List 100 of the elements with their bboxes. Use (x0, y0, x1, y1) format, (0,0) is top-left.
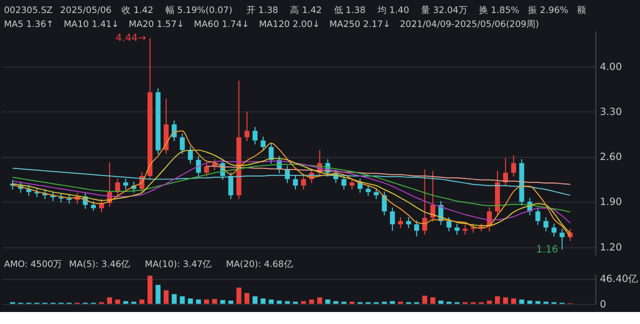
y-tick-label: 1.20 (600, 242, 622, 254)
candlestick (382, 190, 387, 216)
bar (147, 276, 152, 304)
candlestick (454, 223, 460, 236)
candlestick (350, 178, 354, 190)
line-series (12, 168, 571, 196)
bar (276, 300, 282, 304)
bar (164, 290, 169, 304)
candlestick (374, 188, 379, 200)
text: MA(20): 4.68亿 (226, 259, 293, 270)
text: MA60 1.74↓ (194, 20, 250, 30)
text: 换 1.85% (479, 5, 520, 16)
y-tick-label: 46.40亿 (600, 274, 638, 286)
text: MA20 1.57↓ (128, 20, 184, 30)
text: 2025/05/06 (60, 6, 112, 16)
candlestick (34, 188, 40, 198)
bar (527, 300, 532, 304)
bar (325, 300, 330, 304)
bar (204, 300, 210, 304)
candlestick (268, 142, 274, 164)
bar (252, 296, 258, 304)
candlestick (58, 192, 64, 203)
candlestick (414, 220, 420, 238)
annotation: 4.44→ (116, 33, 146, 44)
text: 振 2.96% (528, 5, 568, 16)
bar (107, 297, 112, 304)
y-tick-label: 0 (600, 299, 606, 310)
bar (503, 297, 508, 304)
text: 2021/04/09-2025/05/06(209周) (400, 19, 539, 30)
bar (301, 301, 306, 304)
text: MA(10): 3.47亿 (144, 259, 212, 270)
candlestick (301, 174, 306, 190)
candlestick (398, 216, 403, 229)
text: MA5 1.36↑ (4, 20, 54, 30)
candlestick (172, 120, 177, 142)
bar (172, 294, 177, 304)
candlestick (543, 216, 548, 232)
bar (422, 296, 428, 304)
y-tick-label: 4.00 (600, 62, 622, 73)
annotation: 1.16 (536, 244, 558, 256)
text: 幅 5.19%(0.07) (165, 5, 232, 16)
bar (212, 298, 218, 304)
candlestick (252, 126, 258, 145)
bar (180, 296, 185, 304)
bar (430, 297, 436, 304)
candlestick (430, 170, 436, 222)
candlestick (180, 132, 185, 155)
bar (268, 300, 274, 304)
bar (188, 298, 193, 304)
bar (494, 296, 500, 304)
candlestick (260, 136, 266, 152)
bar (260, 298, 266, 304)
text: MA(5): 3.46亿 (69, 259, 130, 270)
bar (156, 284, 161, 304)
bar (139, 300, 144, 304)
bar (228, 300, 234, 304)
bar (511, 298, 516, 304)
text: 额 (577, 5, 586, 16)
bar (236, 288, 242, 304)
bar (123, 301, 128, 304)
candlestick (552, 223, 557, 238)
text: 低 1.38 (334, 5, 366, 16)
text: 均 1.40 (376, 5, 410, 16)
text: MA250 2.17↓ (329, 20, 390, 30)
candlestick (390, 207, 395, 232)
text: MA120 2.00↓ (258, 20, 320, 30)
candlestick (503, 157, 508, 187)
candlestick (511, 154, 516, 178)
text: MA10 1.41↓ (64, 20, 120, 30)
text: 开 1.38 (246, 6, 278, 16)
bar (486, 300, 492, 304)
bar (333, 301, 338, 304)
y-tick-label: 1.90 (600, 197, 622, 208)
text: AMO: 4500万 (4, 260, 62, 270)
text: 收 1.42 (122, 5, 154, 16)
bar (519, 300, 524, 304)
candlestick (204, 162, 210, 178)
bar (196, 300, 201, 304)
candlestick (560, 228, 565, 250)
bar (284, 301, 290, 304)
bar (390, 301, 395, 304)
candlestick (228, 172, 234, 200)
bar (438, 300, 444, 304)
text: 002305.SZ (4, 6, 53, 16)
candlestick (244, 111, 250, 142)
bar (309, 300, 314, 304)
candlestick (188, 146, 193, 164)
bar (317, 297, 322, 304)
candlestick (446, 216, 452, 232)
candlestick (292, 174, 298, 190)
text: 量 32.04万 (421, 5, 468, 16)
candlestick (341, 174, 346, 190)
candlestick (535, 207, 540, 226)
candlestick (406, 216, 412, 229)
text: 高 1.42 (290, 5, 322, 16)
bar (244, 293, 250, 304)
y-tick-label: 3.30 (600, 107, 622, 118)
candlestick (90, 200, 96, 212)
y-tick-label: 2.60 (600, 152, 622, 164)
candlestick (470, 223, 476, 234)
